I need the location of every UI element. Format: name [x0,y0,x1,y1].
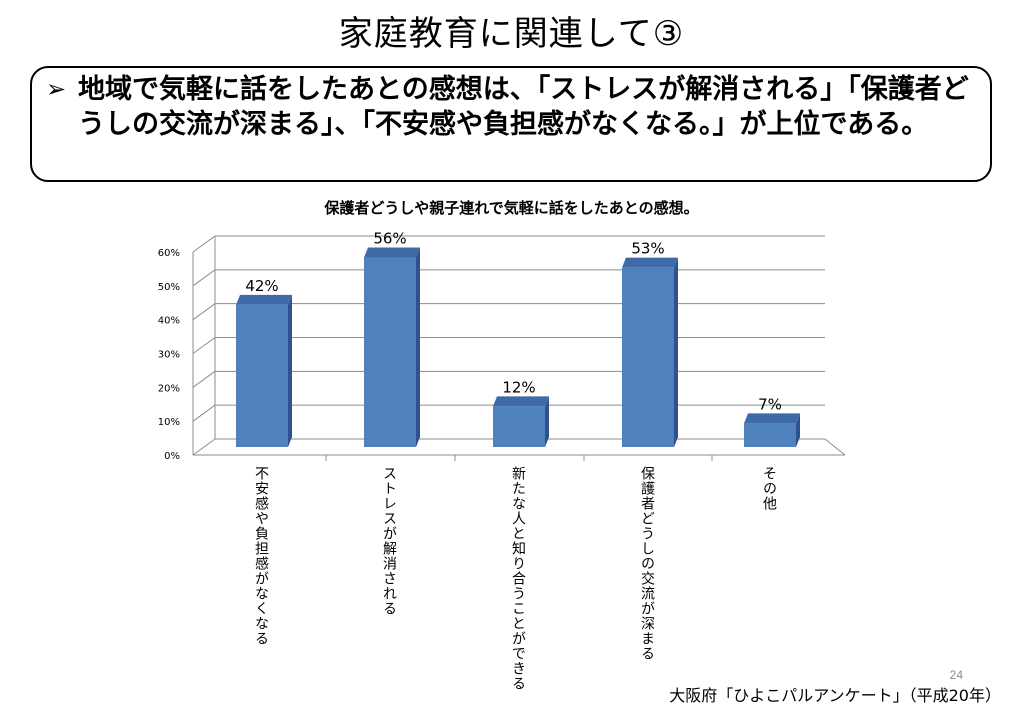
y-tick-label: 40% [158,316,180,327]
data-label: 56% [373,230,406,248]
gridline-side [192,438,216,456]
summary-box: ➢ 地域で気軽に話をしたあとの感想は、「ストレスが解消される」「保護者どうしの交… [30,66,992,182]
bar-top [622,257,678,268]
gridline-side [192,370,216,388]
gridline-side [192,235,216,253]
category-label: 新たな人と知り合うことができる [510,466,526,691]
gridline-side [192,337,216,354]
bars [236,247,800,447]
data-label: 12% [502,378,535,396]
bar [236,304,288,447]
bar-side [674,257,678,447]
summary-text: 地域で気軽に話をしたあとの感想は、「ストレスが解消される」「保護者どうしの交流が… [78,74,969,140]
bar [493,406,545,447]
bar [744,423,796,447]
chart-grid [192,235,825,456]
category-label: ストレスが解消される [381,466,397,616]
y-tick-label: 50% [158,282,180,293]
category-label: 保護者どうしの交流が深まる [639,466,655,661]
gridline-side [192,404,216,422]
bar-top [493,396,549,407]
y-tick-label: 30% [158,350,180,361]
y-tick-label: 0% [164,451,180,462]
data-label: 42% [245,277,278,295]
bar-top [236,294,292,305]
bar-side [796,413,800,447]
floor-right-edge [824,438,846,456]
page-number: 24 [949,668,963,682]
y-tick-label: 20% [158,383,180,394]
category-label: 不安感や負担感がなくなる [253,466,269,646]
bullet-arrow-icon: ➢ [46,75,67,103]
y-tick-labels: 0% 10% 20% 30% 40% 50% 60% [158,248,180,462]
chart-axes [192,236,846,461]
bar-side [416,247,420,447]
bar [364,257,416,447]
data-label: 53% [631,240,664,258]
slide-title: 家庭教育に関連して③ [338,14,685,54]
data-labels: 42% 56% 12% 53% 7% [245,230,782,414]
bar-top [744,413,800,424]
bar-side [545,396,549,447]
category-label: その他 [761,466,777,511]
y-tick-label: 60% [158,248,180,259]
gridline-side [192,303,216,321]
chart-title: 保護者どうしや親子連れで気軽に話をしたあとの感想。 [324,199,699,217]
bar-side [288,294,292,447]
bar [622,267,674,447]
data-label: 7% [758,395,782,413]
source-note: 大阪府「ひよこパルアンケート」（平成20年） [669,686,1001,705]
bar-top [364,247,420,258]
y-tick-label: 10% [158,417,180,428]
gridline-side [192,269,216,287]
